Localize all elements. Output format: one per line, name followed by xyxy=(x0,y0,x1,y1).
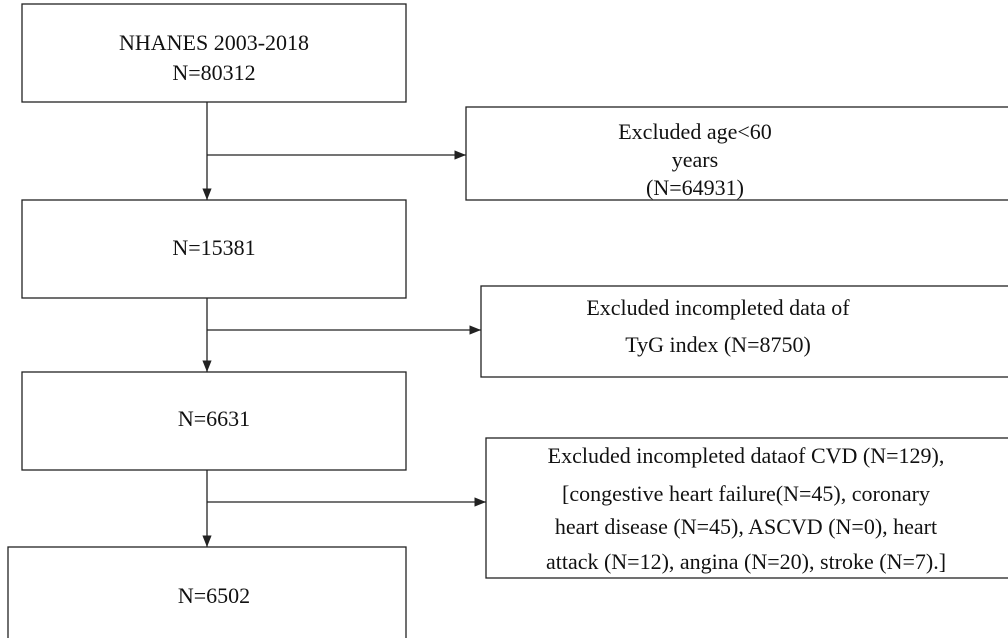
exclusion-text: (N=64931) xyxy=(646,175,744,200)
exclusion-text: heart disease (N=45), ASCVD (N=0), heart xyxy=(555,514,937,539)
node-text: N=6502 xyxy=(178,583,250,608)
exclusion-text: Excluded incompleted data of xyxy=(586,295,850,320)
node-text: N=15381 xyxy=(172,235,255,260)
exclusion-text: Excluded incompleted dataof CVD (N=129), xyxy=(548,443,945,468)
node-box xyxy=(21,199,407,299)
node-box xyxy=(7,546,407,638)
node-box xyxy=(21,371,407,471)
exclusion-text: years xyxy=(672,147,718,172)
exclusion-box xyxy=(480,285,1008,378)
exclusion-box xyxy=(485,437,1008,579)
exclusion-text: TyG index (N=8750) xyxy=(625,332,811,357)
node-text: N=80312 xyxy=(172,60,255,85)
exclusion-text: [congestive heart failure(N=45), coronar… xyxy=(562,481,930,506)
exclusion-text: Excluded age<60 xyxy=(618,119,772,144)
node-text: NHANES 2003-2018 xyxy=(119,30,309,55)
node-box xyxy=(21,3,407,103)
exclusion-box xyxy=(465,106,1008,201)
exclusion-text: attack (N=12), angina (N=20), stroke (N=… xyxy=(546,549,946,574)
node-text: N=6631 xyxy=(178,406,250,431)
